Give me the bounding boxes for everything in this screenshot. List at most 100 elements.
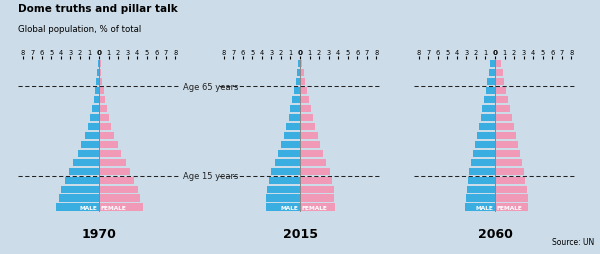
Bar xyxy=(300,204,335,211)
Bar xyxy=(300,132,317,139)
Bar xyxy=(495,123,514,131)
Text: FEMALE: FEMALE xyxy=(302,205,328,210)
Bar xyxy=(278,150,300,157)
Bar xyxy=(495,195,527,202)
Bar xyxy=(77,150,99,157)
Bar xyxy=(495,150,520,157)
Bar xyxy=(300,177,332,184)
Bar xyxy=(281,141,300,148)
Bar xyxy=(292,97,300,104)
Bar xyxy=(495,159,522,166)
Bar xyxy=(290,106,300,113)
Bar xyxy=(296,79,300,86)
Bar xyxy=(59,195,99,202)
Text: FEMALE: FEMALE xyxy=(101,205,127,210)
Bar xyxy=(300,70,304,77)
Bar xyxy=(300,79,305,86)
Bar xyxy=(495,97,508,104)
Bar xyxy=(495,61,502,68)
Bar xyxy=(300,141,320,148)
Bar xyxy=(99,79,103,86)
Bar xyxy=(471,159,495,166)
Bar xyxy=(300,195,334,202)
Bar xyxy=(495,115,512,122)
Bar xyxy=(487,79,495,86)
Bar xyxy=(490,61,495,68)
Text: Dome truths and pillar talk: Dome truths and pillar talk xyxy=(18,4,178,14)
Text: MALE: MALE xyxy=(79,205,97,210)
Bar xyxy=(467,186,495,193)
Text: Age 15 years: Age 15 years xyxy=(183,171,238,181)
Bar xyxy=(99,150,121,157)
Text: MALE: MALE xyxy=(280,205,298,210)
Bar xyxy=(475,141,495,148)
Bar xyxy=(99,186,137,193)
Bar xyxy=(82,141,99,148)
Bar xyxy=(495,177,526,184)
Bar xyxy=(297,70,300,77)
Bar xyxy=(56,204,99,211)
Bar xyxy=(97,70,99,77)
Bar xyxy=(482,106,495,113)
Bar xyxy=(300,123,315,131)
Bar xyxy=(88,123,99,131)
Bar xyxy=(484,97,495,104)
Bar xyxy=(275,159,300,166)
Bar xyxy=(271,168,300,175)
Bar xyxy=(485,88,495,95)
Text: FEMALE: FEMALE xyxy=(497,205,523,210)
Bar xyxy=(300,106,311,113)
Bar xyxy=(73,159,99,166)
Bar xyxy=(69,168,99,175)
Bar xyxy=(99,106,107,113)
Bar xyxy=(99,195,140,202)
Bar xyxy=(266,204,300,211)
Text: 1970: 1970 xyxy=(82,227,116,240)
Bar xyxy=(99,88,104,95)
Bar xyxy=(495,168,524,175)
Bar xyxy=(92,106,99,113)
Bar xyxy=(61,186,99,193)
Bar xyxy=(95,88,99,95)
Bar xyxy=(466,195,495,202)
Bar xyxy=(98,61,99,68)
Text: MALE: MALE xyxy=(475,205,493,210)
Bar xyxy=(495,141,518,148)
Bar xyxy=(286,123,300,131)
Text: Global population, % of total: Global population, % of total xyxy=(18,25,141,34)
Bar xyxy=(99,97,105,104)
Bar xyxy=(94,97,99,104)
Bar xyxy=(300,61,302,68)
Bar xyxy=(488,70,495,77)
Bar xyxy=(479,123,495,131)
Bar xyxy=(99,168,130,175)
Bar xyxy=(284,132,300,139)
Bar xyxy=(477,132,495,139)
Bar xyxy=(267,186,300,193)
Bar xyxy=(468,177,495,184)
Bar xyxy=(96,79,99,86)
Bar xyxy=(99,132,114,139)
Bar xyxy=(473,150,495,157)
Bar xyxy=(300,150,323,157)
Bar xyxy=(495,88,506,95)
Bar xyxy=(495,132,516,139)
Bar xyxy=(300,88,307,95)
Bar xyxy=(300,97,309,104)
Text: 2015: 2015 xyxy=(283,227,317,240)
Bar xyxy=(495,186,527,193)
Bar xyxy=(85,132,99,139)
Bar xyxy=(300,186,334,193)
Bar xyxy=(289,115,300,122)
Bar xyxy=(99,177,134,184)
Bar xyxy=(495,70,503,77)
Bar xyxy=(99,70,101,77)
Bar xyxy=(298,61,300,68)
Bar xyxy=(90,115,99,122)
Bar xyxy=(464,204,495,211)
Text: Age 65 years: Age 65 years xyxy=(183,82,239,91)
Bar xyxy=(269,177,300,184)
Bar xyxy=(294,88,300,95)
Bar xyxy=(99,204,143,211)
Text: 2060: 2060 xyxy=(478,227,512,240)
